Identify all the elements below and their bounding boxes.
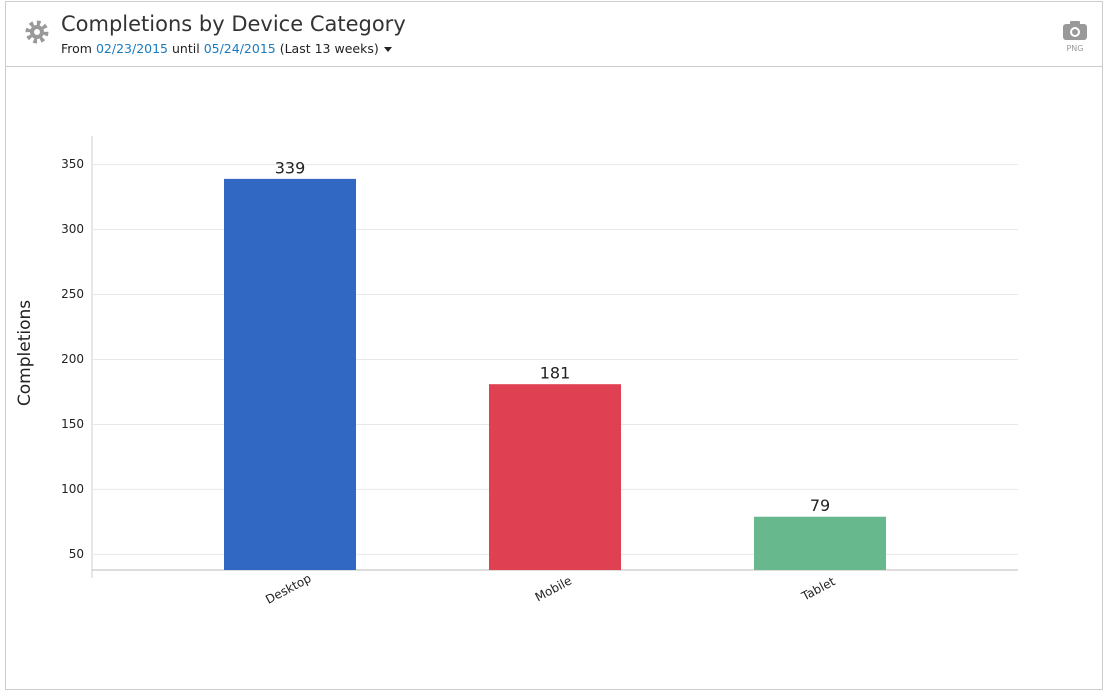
x-tick-label: Mobile	[533, 574, 574, 605]
y-tick-label: 250	[61, 287, 84, 301]
y-tick-label: 300	[61, 222, 84, 236]
header: Completions by Device Category From 02/2…	[6, 2, 1102, 67]
end-date[interactable]: 05/24/2015	[203, 41, 276, 56]
from-label: From	[61, 41, 92, 56]
range-label[interactable]: (Last 13 weeks)	[279, 41, 379, 56]
bar	[754, 516, 886, 570]
y-tick-label: 200	[61, 352, 84, 366]
x-tick-label: Tablet	[798, 574, 837, 604]
camera-icon	[1063, 21, 1087, 40]
start-date[interactable]: 02/23/2015	[95, 41, 169, 56]
x-tick-label: Desktop	[263, 571, 313, 607]
data-label: 339	[275, 158, 306, 177]
y-axis-label: Completions	[15, 300, 35, 406]
png-label: PNG	[1066, 44, 1084, 53]
card: Completions by Device Category From 02/2…	[5, 1, 1103, 690]
settings-icon[interactable]	[24, 19, 50, 45]
y-tick-label: 50	[69, 547, 84, 561]
bar	[224, 178, 356, 570]
y-tick-label: 350	[61, 157, 84, 171]
date-range: From 02/23/2015 until 05/24/2015 (Last 1…	[61, 41, 393, 56]
y-tick-label: 150	[61, 417, 84, 431]
data-label: 181	[540, 364, 571, 383]
title: Completions by Device Category	[61, 12, 406, 36]
export-png[interactable]: PNG	[1062, 20, 1088, 53]
bar	[489, 384, 621, 570]
dropdown-arrow[interactable]	[383, 45, 393, 53]
data-label: 79	[810, 496, 830, 515]
y-tick-label: 100	[61, 482, 84, 496]
until-label: until	[172, 41, 200, 56]
